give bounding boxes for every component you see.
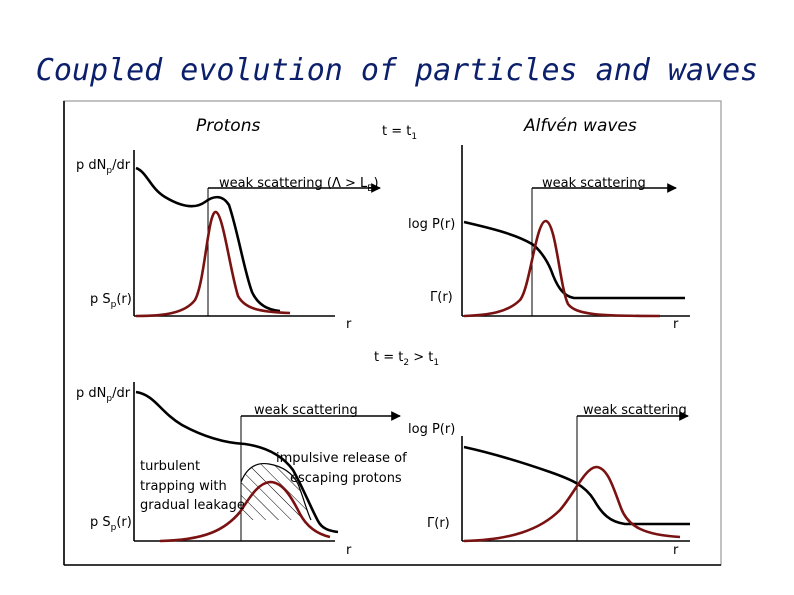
y-label-dNdr-bottom: p dNp/dr [76, 386, 131, 404]
wave-growth-curve-bottom [463, 465, 681, 543]
y-label-Sp-top: p Sp(r) [90, 292, 132, 310]
content-frame [63, 100, 722, 566]
wave-power-curve-bottom [463, 445, 690, 526]
slide-title: Coupled evolution of particles and waves [36, 53, 758, 88]
turbulent-trapping-line-1: turbulent [140, 459, 200, 474]
time-label-top: t = t1 [382, 124, 417, 142]
alfven-waves-heading: Alfvén waves [523, 116, 637, 136]
log-P-label-top: log P(r) [408, 217, 455, 232]
y-label-Sp-bottom: p Sp(r) [90, 515, 132, 533]
weak-scattering-label-bottom-right: weak scattering [583, 403, 687, 418]
hatch-outline [240, 462, 312, 521]
impulsive-release-line-1: impulsive release of [276, 451, 407, 466]
x-label-r-bottom-right: r [673, 543, 679, 558]
turbulent-trapping-line-2: trapping with [140, 479, 227, 494]
gamma-label-bottom: Γ(r) [427, 516, 450, 531]
time-label-bottom: t = t2 > t1 [374, 350, 439, 368]
turbulent-trapping-line-3: gradual leakage [140, 498, 245, 513]
weak-scattering-label-top-left: weak scattering (Λ > LB) [219, 176, 379, 194]
weak-scattering-label-bottom-left: weak scattering [254, 403, 358, 418]
impulsive-release-line-2: escaping protons [290, 471, 402, 486]
gamma-label-top: Γ(r) [430, 290, 453, 305]
proton-density-curve-top [135, 166, 281, 313]
wave-power-curve-top [463, 220, 685, 300]
proton-source-curve-bottom [159, 480, 331, 543]
proton-source-curve-top [135, 210, 291, 318]
weak-scattering-label-top-right: weak scattering [542, 176, 646, 191]
x-label-r-top-right: r [673, 317, 679, 332]
y-label-dNdr-top: p dNp/dr [76, 158, 131, 176]
protons-heading: Protons [196, 116, 260, 136]
wave-growth-curve-top [463, 219, 661, 318]
x-label-r-top-left: r [346, 317, 352, 332]
log-P-label-bottom: log P(r) [408, 422, 455, 437]
proton-density-curve-bottom [135, 390, 339, 534]
x-label-r-bottom-left: r [346, 543, 352, 558]
